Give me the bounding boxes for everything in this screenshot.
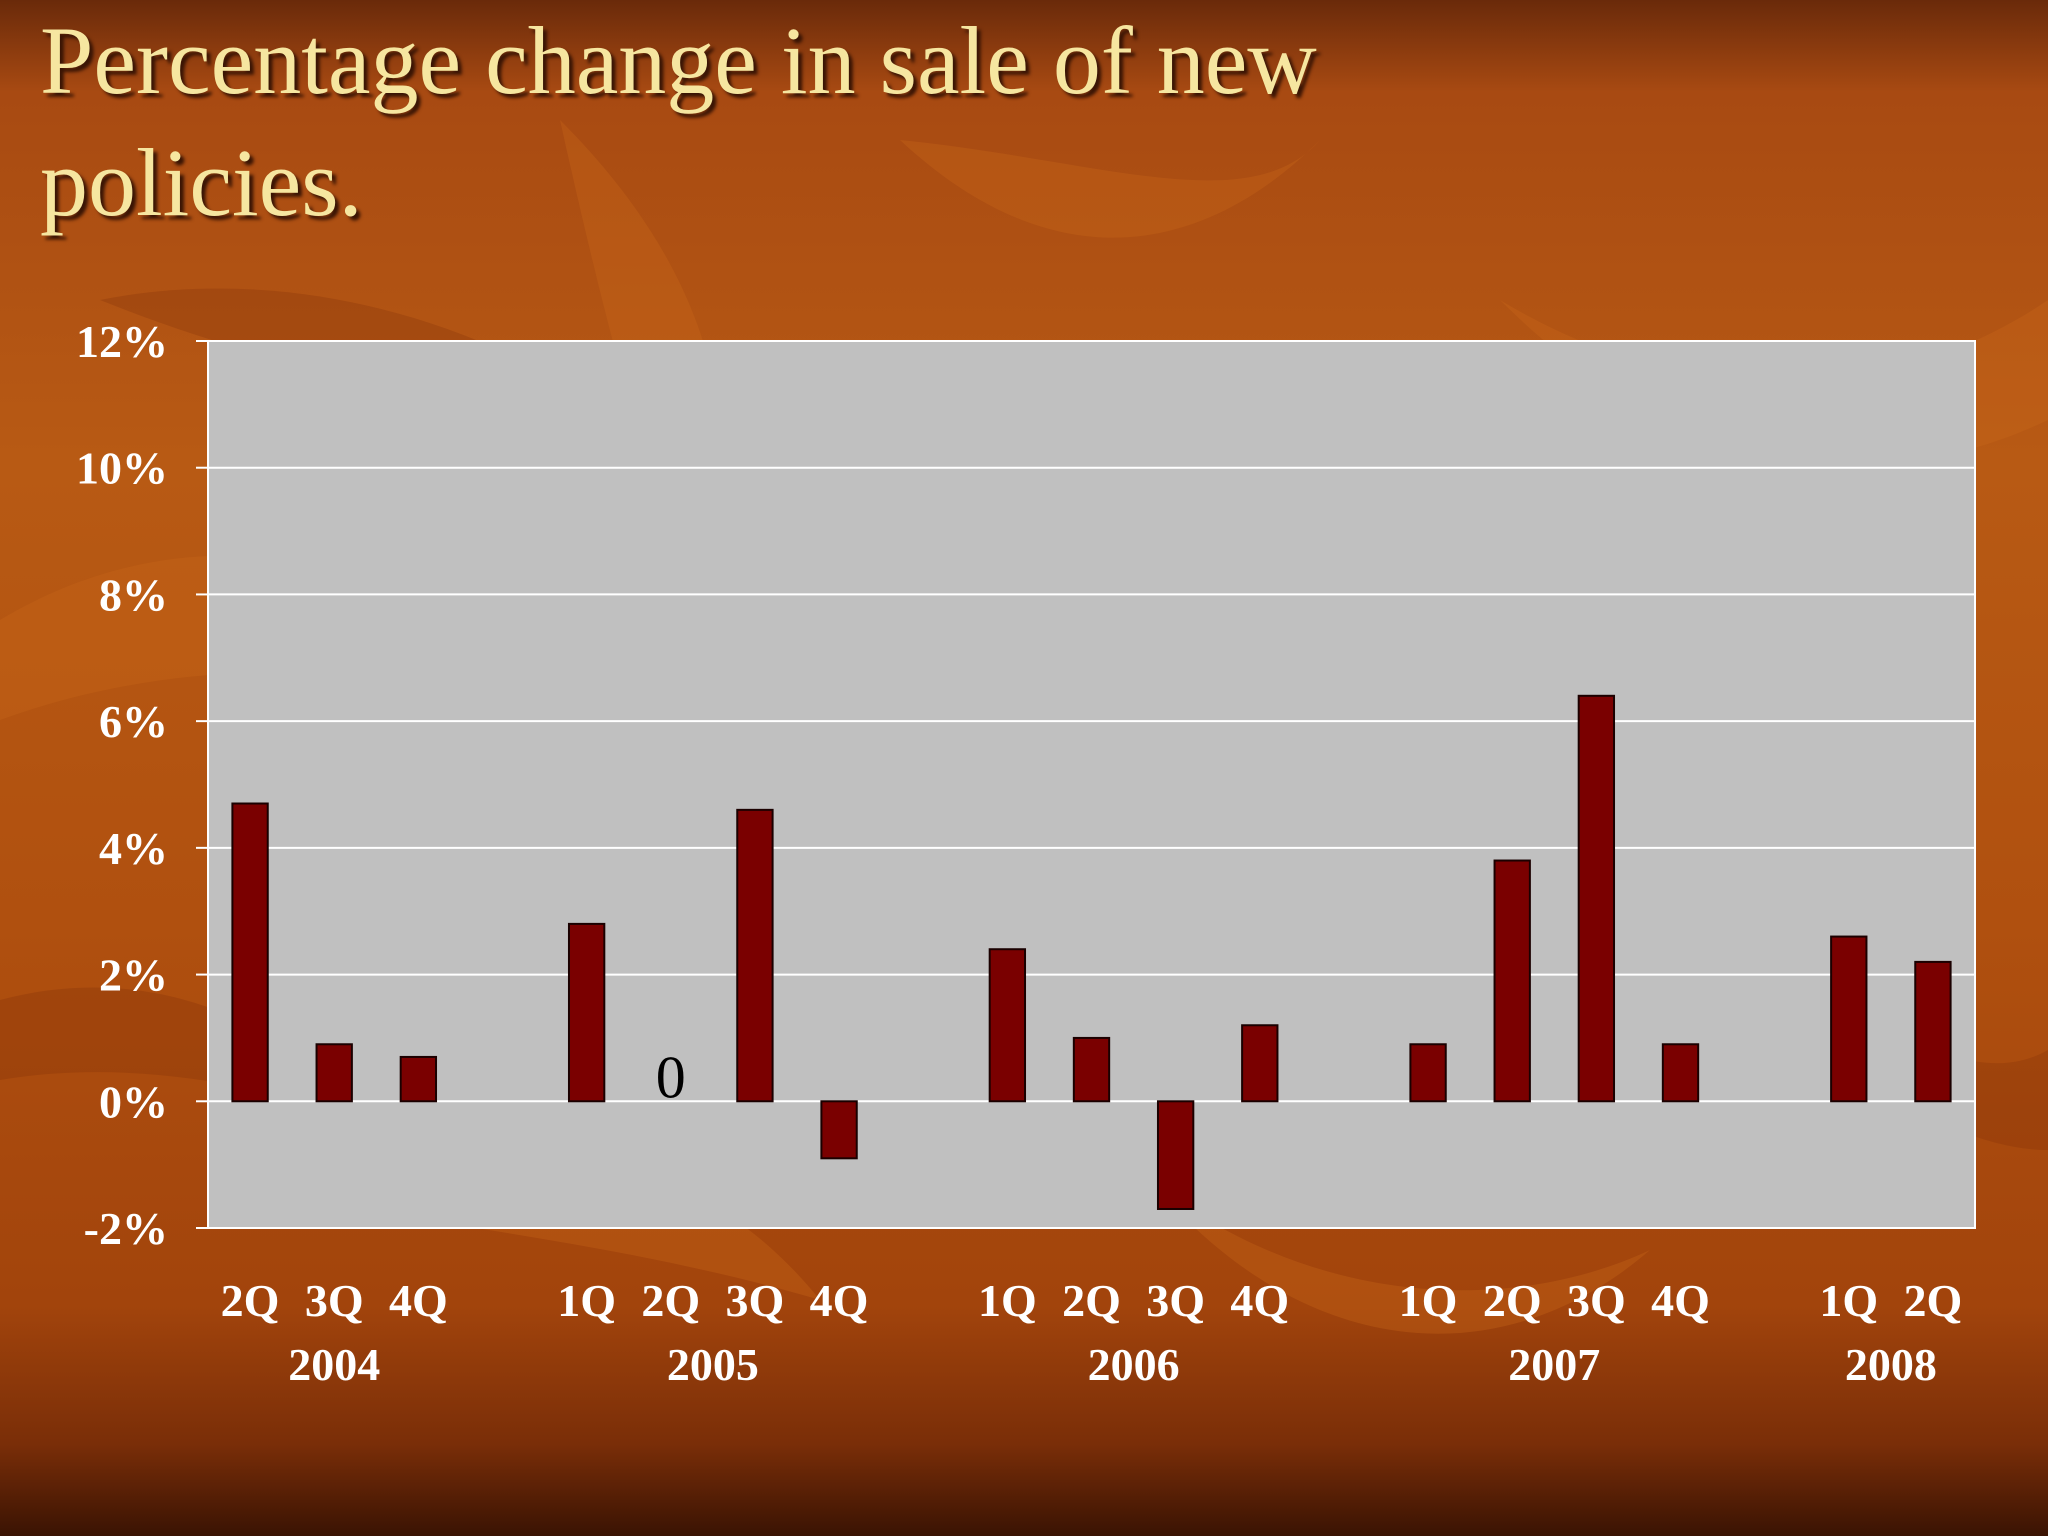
bar-2004-2Q — [231, 802, 269, 1103]
bar-2005-1Q — [567, 922, 606, 1103]
y-tick-label: 12% — [76, 316, 168, 367]
x-quarter-label: 4Q — [389, 1275, 448, 1326]
x-quarter-label: 3Q — [1146, 1275, 1205, 1326]
bar-2007-3Q — [1577, 694, 1616, 1103]
x-quarter-label: 2Q — [1483, 1275, 1542, 1326]
x-quarter-label: 4Q — [810, 1275, 869, 1326]
bar-2004-4Q — [399, 1055, 438, 1103]
slide-title: Percentage change in sale of new policie… — [40, 7, 1317, 236]
y-tick-label: 4% — [99, 823, 168, 874]
y-tick-label: 6% — [99, 696, 168, 747]
bar-2006-1Q — [988, 948, 1027, 1103]
x-quarter-label: 4Q — [1651, 1275, 1710, 1326]
bar-2007-2Q — [1493, 859, 1531, 1103]
x-quarter-label: 3Q — [305, 1275, 364, 1326]
y-tick-label: 8% — [99, 569, 168, 620]
bar-2008-1Q — [1830, 935, 1868, 1103]
x-quarter-label: 1Q — [1819, 1275, 1878, 1326]
y-tick-label: 2% — [99, 950, 168, 1001]
bar-2008-2Q — [1914, 960, 1952, 1103]
y-tick-label: 10% — [76, 443, 168, 494]
x-year-label: 2006 — [1088, 1339, 1180, 1390]
bar-2005-3Q — [736, 808, 774, 1103]
x-quarter-label: 2Q — [1904, 1275, 1963, 1326]
x-year-label: 2008 — [1845, 1339, 1937, 1390]
x-quarter-label: 2Q — [1062, 1275, 1121, 1326]
bar-2006-4Q — [1241, 1024, 1279, 1103]
bar-2007-4Q — [1661, 1043, 1700, 1103]
bar-2004-3Q — [315, 1043, 353, 1103]
bar-2005-4Q — [820, 1100, 858, 1160]
x-year-label: 2007 — [1508, 1339, 1600, 1390]
x-quarter-label: 4Q — [1230, 1275, 1289, 1326]
x-quarter-label: 3Q — [726, 1275, 785, 1326]
bar-2006-2Q — [1072, 1036, 1111, 1103]
data-label-zero: 0 — [656, 1044, 686, 1110]
bar-2006-3Q — [1156, 1100, 1195, 1210]
x-quarter-label: 1Q — [1399, 1275, 1458, 1326]
x-quarter-label: 3Q — [1567, 1275, 1626, 1326]
x-year-label: 2004 — [288, 1339, 380, 1390]
x-quarter-label: 2Q — [221, 1275, 280, 1326]
x-quarter-label: 1Q — [557, 1275, 616, 1326]
bar-2007-1Q — [1409, 1043, 1447, 1103]
y-tick-label: -2% — [84, 1203, 168, 1254]
x-year-label: 2005 — [667, 1339, 759, 1390]
y-tick-label: 0% — [99, 1076, 168, 1127]
x-quarter-label: 1Q — [978, 1275, 1037, 1326]
x-quarter-label: 2Q — [641, 1275, 700, 1326]
